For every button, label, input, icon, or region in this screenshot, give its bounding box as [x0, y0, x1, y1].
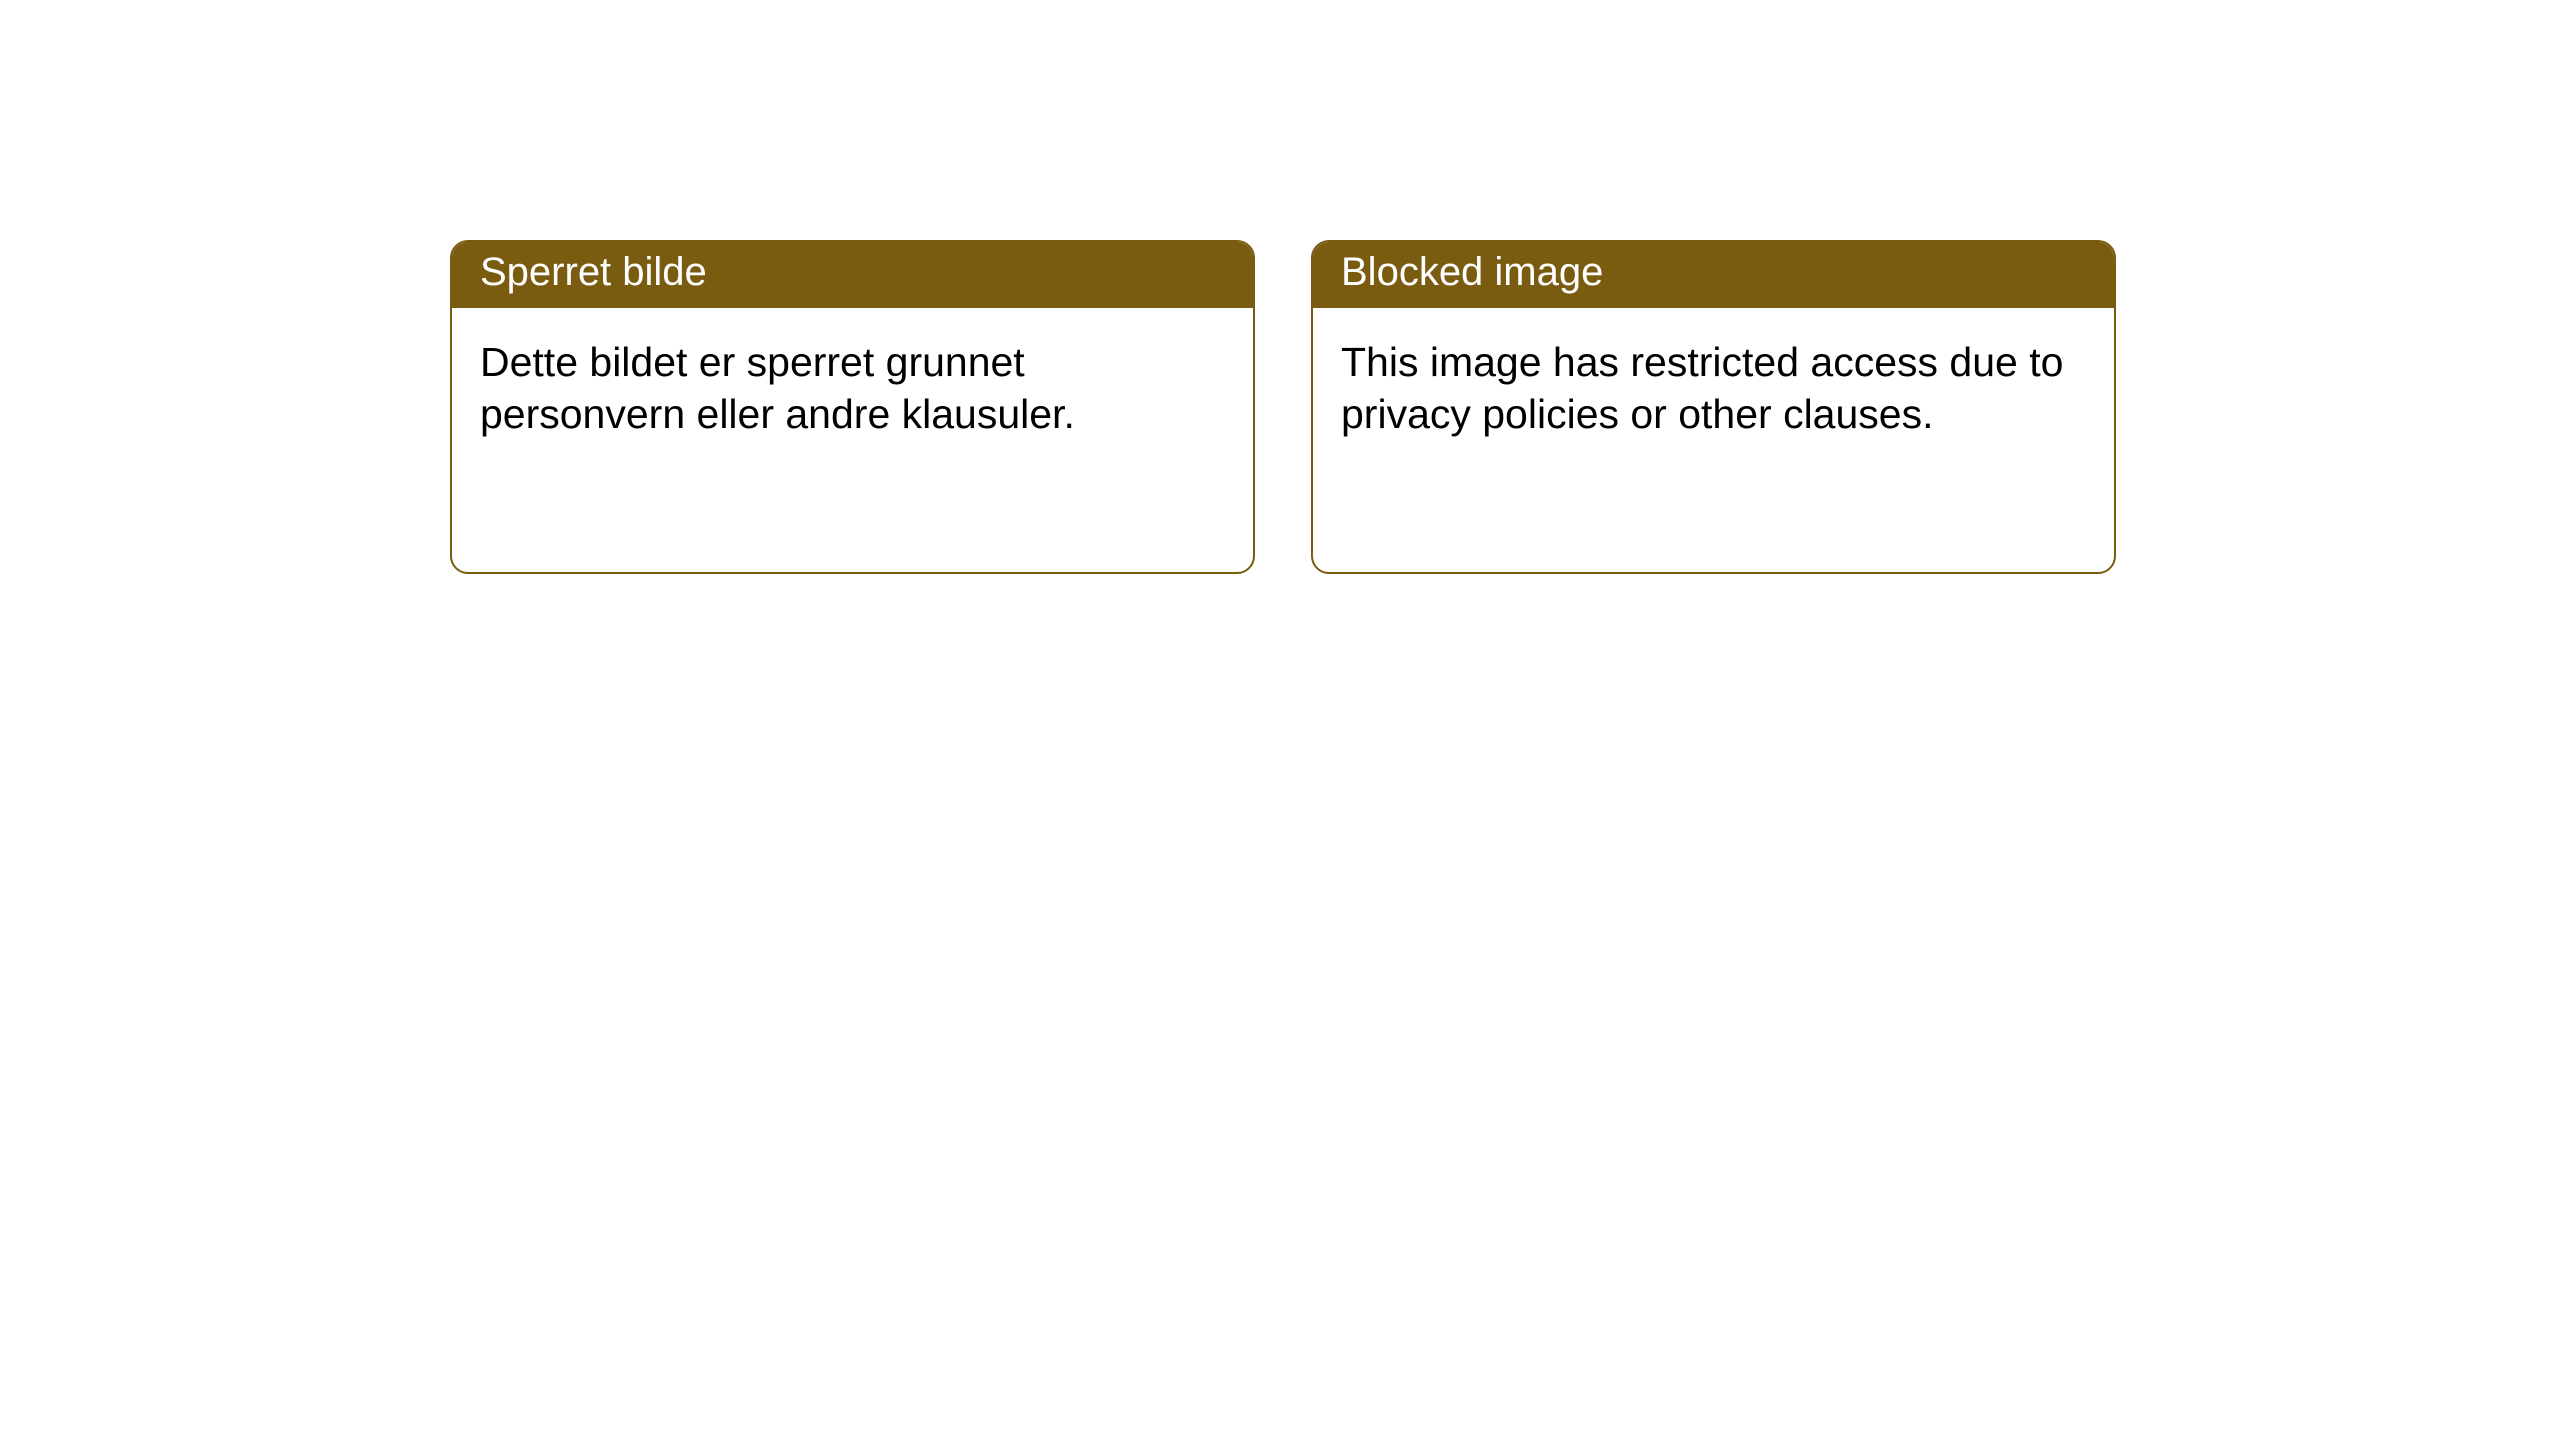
notice-body-norwegian: Dette bildet er sperret grunnet personve… [452, 308, 1253, 469]
notice-message: Dette bildet er sperret grunnet personve… [480, 339, 1075, 437]
notice-box-norwegian: Sperret bilde Dette bildet er sperret gr… [450, 240, 1255, 574]
notice-message: This image has restricted access due to … [1341, 339, 2063, 437]
notice-header-norwegian: Sperret bilde [452, 242, 1253, 308]
notices-container: Sperret bilde Dette bildet er sperret gr… [0, 0, 2560, 574]
notice-box-english: Blocked image This image has restricted … [1311, 240, 2116, 574]
notice-title: Blocked image [1341, 250, 1603, 294]
notice-title: Sperret bilde [480, 250, 707, 294]
notice-body-english: This image has restricted access due to … [1313, 308, 2114, 469]
notice-header-english: Blocked image [1313, 242, 2114, 308]
